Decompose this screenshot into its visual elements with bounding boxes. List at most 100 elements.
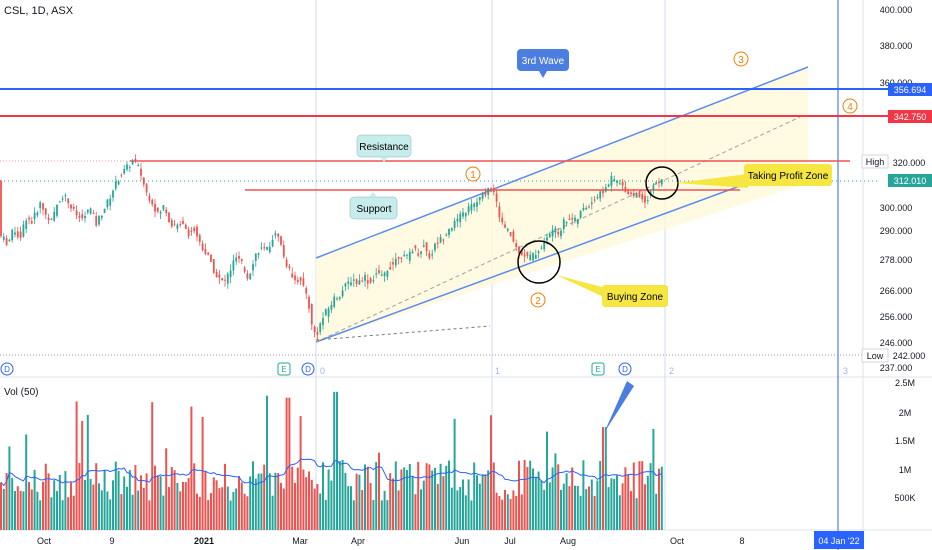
support-label: Support	[356, 204, 391, 215]
candle-body	[22, 224, 25, 237]
candle-body	[2, 236, 5, 240]
candle-body	[624, 187, 627, 193]
candle-body	[240, 259, 243, 262]
volume-bar	[274, 472, 277, 530]
candle-body	[70, 204, 72, 209]
taking-profit-callout[interactable]: Taking Profit Zone	[676, 164, 832, 188]
svg-text:3: 3	[843, 366, 848, 376]
dividend-marker: D	[622, 365, 628, 374]
candle-body	[501, 217, 504, 223]
candle-body	[658, 181, 660, 184]
candle-body	[459, 213, 462, 223]
volume-bar	[448, 460, 450, 530]
candle-body	[64, 195, 67, 197]
volume-bar	[481, 474, 484, 530]
candle-body	[263, 247, 266, 249]
volume-bar	[308, 471, 310, 530]
candle-body	[36, 212, 39, 216]
price-axis[interactable]: 400.000 380.000 360.000 320.000 300.000 …	[880, 5, 926, 373]
candle-body	[28, 217, 30, 220]
volume-bar	[607, 487, 610, 530]
volume-bar	[397, 490, 400, 530]
candle-body	[537, 251, 540, 254]
candle-body	[425, 242, 428, 252]
candle-body	[350, 282, 352, 286]
volume-bar	[344, 472, 347, 530]
candle-body	[187, 229, 190, 237]
candle-body	[420, 251, 422, 254]
volume-bar	[417, 461, 420, 530]
volume-bar	[226, 486, 229, 530]
candle-body	[596, 197, 599, 199]
volume-bar	[36, 491, 39, 530]
candle-body	[165, 209, 168, 214]
symbol-title: CSL, 1D, ASX	[4, 5, 74, 17]
volume-bar	[585, 489, 588, 530]
candle-body	[212, 259, 215, 273]
volume-bar	[341, 459, 344, 530]
volume-bar	[319, 493, 322, 530]
volume-bar	[515, 495, 518, 530]
support-callout[interactable]: Support	[349, 192, 398, 220]
volume-bar	[350, 486, 352, 530]
candle-body	[389, 267, 392, 270]
volume-bar	[179, 491, 182, 530]
candle-body	[490, 188, 492, 192]
volume-bar	[439, 463, 442, 530]
volume-bar	[358, 474, 361, 530]
volume-bar	[165, 448, 168, 530]
candle-body	[414, 245, 417, 249]
volume-bar	[478, 483, 481, 530]
candle-body	[324, 309, 327, 316]
volume-bar	[602, 427, 604, 530]
volume-bar	[58, 474, 61, 530]
volume-bar	[445, 465, 448, 530]
resistance-callout[interactable]: Resistance	[356, 134, 412, 162]
volume-bar	[145, 473, 148, 530]
buying-zone-circle[interactable]	[517, 240, 561, 284]
volume-bar	[137, 490, 140, 530]
candle-body	[434, 243, 436, 251]
event-markers[interactable]: D E D E D	[0, 362, 632, 376]
time-axis[interactable]: Oct 9 2021 Mar Apr Jun Jul Aug Oct 8 04 …	[37, 531, 864, 549]
volume-bar	[61, 500, 64, 530]
volume-bar	[551, 467, 554, 530]
volume-bar	[453, 418, 456, 530]
volume-bar	[207, 500, 210, 530]
candle-body	[316, 332, 319, 335]
wave-3-label: 3	[738, 55, 744, 66]
volume-bar	[271, 495, 274, 530]
volume-bar	[652, 428, 655, 530]
volume-bar	[484, 474, 487, 530]
candle-body	[184, 224, 187, 229]
channel-fill	[316, 67, 808, 342]
candle-body	[408, 251, 411, 261]
volume-bar	[330, 480, 333, 530]
candle-body	[495, 193, 498, 202]
volume-bar	[621, 483, 624, 530]
volume-bar	[459, 487, 462, 530]
candle-body	[131, 160, 134, 165]
channel-upper-line[interactable]	[315, 66, 809, 259]
volume-bar	[352, 500, 355, 530]
candle-body	[453, 220, 456, 228]
candle-body	[655, 182, 658, 185]
volume-bar	[215, 480, 218, 530]
volume-bar	[361, 489, 364, 530]
volume-bar	[16, 486, 19, 530]
buying-zone-callout[interactable]: Buying Zone	[556, 275, 668, 307]
third-wave-callout[interactable]: 3rd Wave	[517, 49, 569, 78]
candle-body	[196, 226, 198, 237]
volume-bar	[112, 480, 114, 530]
candle-body	[16, 231, 19, 238]
candle-body	[204, 249, 207, 254]
channel-lower-line[interactable]	[315, 182, 749, 343]
candle-body	[448, 229, 450, 235]
candle-body	[151, 199, 154, 205]
candle-body	[308, 296, 310, 309]
candle-body	[84, 215, 86, 219]
volume-bar	[532, 468, 534, 530]
volume-bar	[394, 461, 397, 530]
candle-body	[296, 279, 299, 283]
